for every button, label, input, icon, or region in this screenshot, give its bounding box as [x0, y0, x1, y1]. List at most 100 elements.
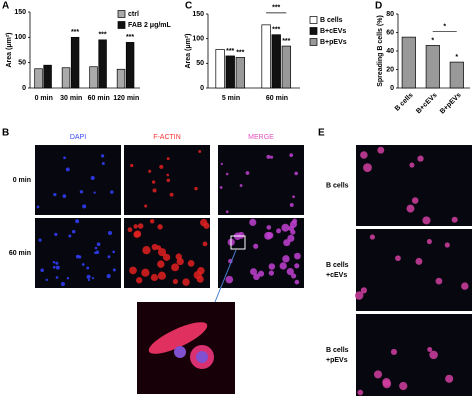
legend-swatch — [309, 16, 318, 24]
cell — [291, 273, 297, 279]
cell — [166, 178, 171, 183]
cell — [148, 322, 208, 354]
y-axis-label: Area (μm²) — [185, 33, 192, 68]
cell — [202, 241, 208, 247]
cell — [377, 146, 385, 154]
cell — [415, 257, 423, 265]
x-tick-label: 60 min — [266, 95, 288, 102]
cell — [68, 234, 72, 238]
y-tick-label: 0 — [390, 85, 394, 92]
cell — [81, 263, 85, 266]
cell — [373, 370, 383, 379]
panel-letter: A — [2, 1, 9, 12]
x-tick-label: 30 min — [60, 95, 82, 102]
cell — [106, 274, 111, 279]
significance: *** — [226, 48, 234, 55]
cell — [101, 162, 105, 165]
bar — [281, 45, 292, 89]
row-label: B cells — [326, 347, 349, 354]
cell — [411, 197, 419, 204]
cell — [225, 275, 234, 284]
cell — [225, 172, 229, 176]
cell — [422, 216, 431, 225]
cell — [94, 246, 98, 250]
column-label: F-ACTIN — [153, 134, 181, 141]
cell — [71, 229, 76, 234]
cell — [219, 186, 223, 189]
cell — [220, 162, 224, 166]
cell — [444, 242, 450, 248]
cell — [429, 350, 438, 360]
cell — [149, 219, 155, 224]
y-tick-label: 20 — [386, 66, 394, 73]
cell — [198, 150, 202, 153]
row-label: 60 min — [9, 250, 31, 257]
bar — [215, 49, 225, 89]
legend-swatch — [309, 27, 318, 35]
micrograph — [356, 314, 472, 396]
cell — [86, 266, 90, 270]
cell — [112, 268, 116, 272]
bar — [425, 45, 440, 89]
y-tick-label: 50 — [18, 60, 26, 67]
cell — [294, 263, 300, 269]
cell — [86, 274, 91, 279]
micrograph — [356, 229, 472, 311]
row-label: 0 min — [13, 177, 31, 184]
cell — [289, 203, 294, 207]
cell — [151, 180, 156, 184]
cell — [144, 204, 148, 208]
cell — [266, 154, 271, 159]
cell — [52, 261, 56, 264]
cell — [152, 188, 157, 193]
cell — [93, 191, 96, 194]
legend-label: FAB 2 μg/mL — [128, 22, 172, 29]
x-tick-label: B+cEVs — [415, 92, 439, 116]
cell — [52, 265, 56, 269]
cell — [40, 268, 44, 273]
y-tick-label: 150 — [14, 9, 26, 16]
micrograph — [218, 145, 304, 215]
cell — [96, 242, 101, 247]
cell — [282, 255, 290, 263]
significance: *** — [71, 29, 79, 36]
row-label: B cells — [326, 262, 349, 269]
cell — [360, 151, 368, 159]
cell — [129, 266, 137, 275]
panel-letter: B — [2, 128, 9, 139]
bar — [235, 57, 246, 89]
legend-label: ctrl — [128, 11, 139, 18]
panel-letter: E — [318, 128, 325, 139]
cell — [451, 216, 458, 223]
bar — [271, 34, 281, 89]
cell — [130, 163, 134, 168]
cell — [225, 210, 229, 214]
nucleus — [196, 351, 208, 363]
cell — [169, 192, 174, 197]
y-tick-label: 50 — [196, 60, 204, 67]
cell — [286, 267, 294, 276]
cell — [135, 277, 143, 284]
cell — [36, 205, 40, 209]
cell — [245, 171, 250, 175]
bracket-label: * — [443, 23, 446, 30]
legend-label: B+cEVs — [320, 28, 346, 35]
x-tick-label: 0 min — [35, 95, 53, 102]
cell — [187, 260, 195, 267]
significance: *** — [272, 27, 280, 34]
y-tick-label: 0 — [22, 85, 26, 92]
cell — [82, 204, 87, 209]
cell — [427, 346, 433, 353]
legend-label: B+pEVs — [320, 39, 347, 46]
significance: * — [431, 37, 434, 44]
cell — [294, 171, 298, 176]
cell — [91, 276, 95, 280]
cell — [182, 278, 190, 286]
row-label: B cells — [326, 182, 349, 189]
cell — [162, 253, 171, 261]
cell — [268, 270, 275, 276]
x-tick-label: 60 min — [88, 95, 110, 102]
cell — [294, 252, 301, 260]
cell — [75, 219, 80, 224]
